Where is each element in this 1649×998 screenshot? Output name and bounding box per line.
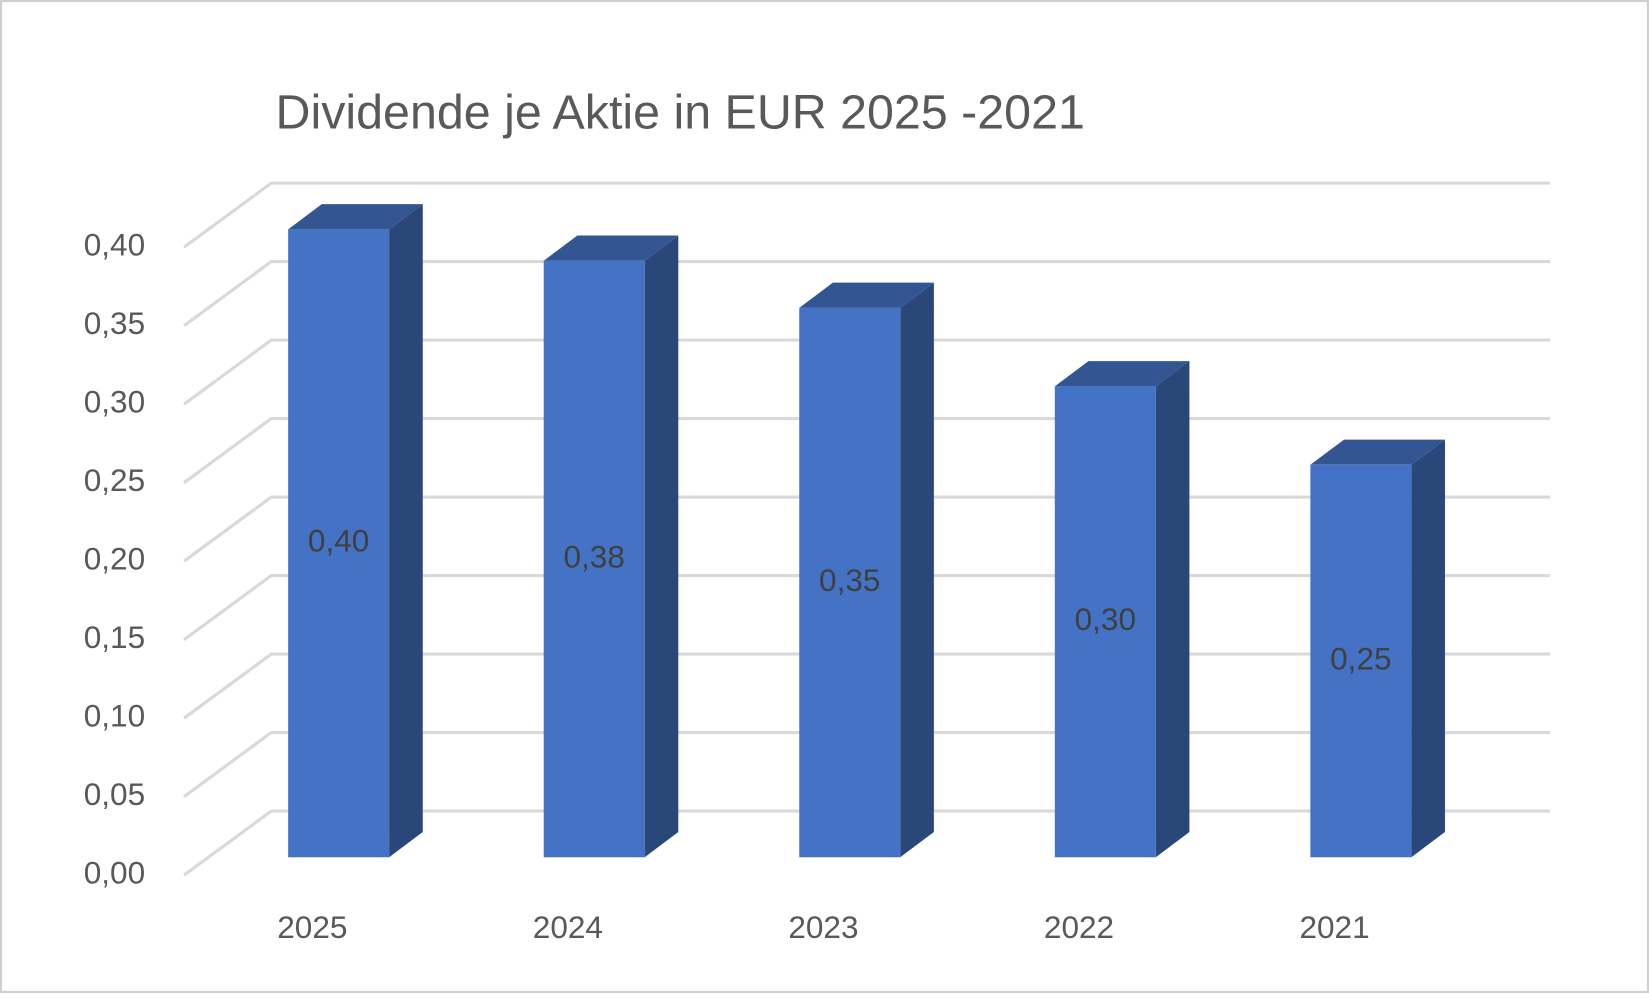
data-label: 0,25 [1330, 640, 1391, 676]
bar [799, 307, 901, 858]
y-tick-label: 0,00 [84, 855, 145, 891]
grid-line [183, 181, 1551, 249]
x-tick-label: 2023 [788, 909, 858, 945]
bar-side [900, 282, 934, 858]
chart-title: Dividende je Aktie in EUR 2025 -2021 [276, 85, 1085, 139]
bar-top [543, 235, 679, 261]
bar-side [389, 204, 423, 858]
y-tick-label: 0,10 [84, 698, 145, 734]
data-label: 0,30 [1075, 601, 1136, 637]
bar [543, 260, 645, 858]
y-tick-label: 0,05 [84, 776, 145, 812]
y-tick-label: 0,40 [84, 227, 145, 263]
bar [1054, 386, 1156, 858]
bar-top [1054, 361, 1190, 387]
bar [1310, 464, 1412, 858]
bar-side [1411, 439, 1445, 858]
y-tick-label: 0,15 [84, 619, 145, 655]
y-tick-label: 0,25 [84, 462, 145, 498]
bar-side [1155, 361, 1190, 858]
bar-side [644, 235, 679, 858]
x-tick-label: 2021 [1299, 909, 1369, 945]
grid-line [183, 338, 1551, 406]
y-tick-label: 0,20 [84, 541, 145, 577]
data-label: 0,40 [308, 523, 369, 559]
y-tick-label: 0,35 [84, 305, 145, 341]
grid-line [183, 259, 1551, 327]
x-tick-label: 2025 [277, 909, 347, 945]
x-tick-label: 2022 [1044, 909, 1114, 945]
bar [288, 229, 390, 858]
data-label: 0,35 [819, 562, 880, 598]
bar-top [288, 204, 423, 230]
x-tick-label: 2024 [533, 909, 603, 945]
bar-top [1310, 439, 1445, 465]
bar-top [799, 282, 934, 308]
data-label: 0,38 [563, 538, 624, 574]
y-tick-label: 0,30 [84, 384, 145, 420]
